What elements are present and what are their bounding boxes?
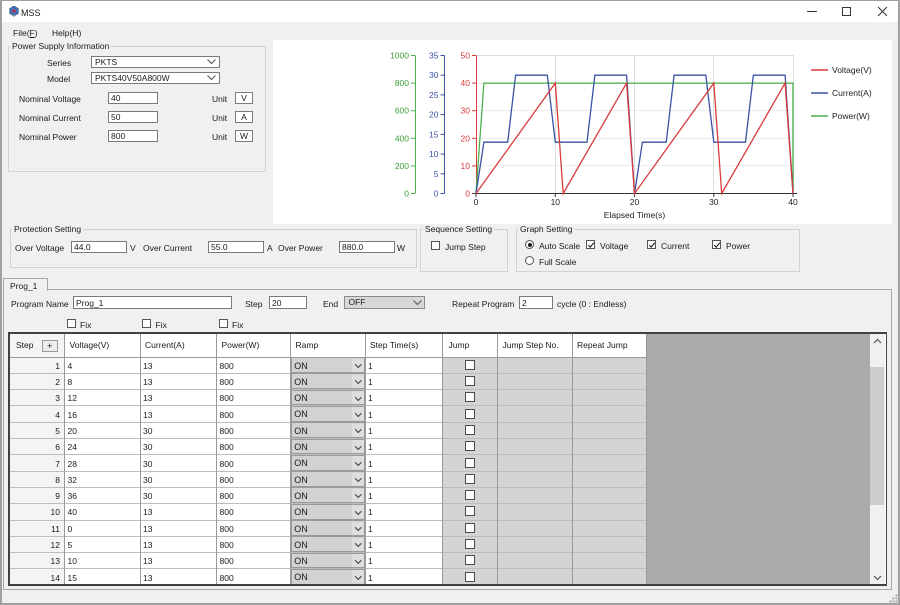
svg-text:0: 0 (434, 189, 439, 199)
svg-text:400: 400 (395, 133, 409, 143)
svg-text:Current(A): Current(A) (832, 88, 872, 98)
svg-text:20: 20 (461, 133, 471, 143)
svg-text:10: 10 (551, 197, 561, 207)
svg-text:30: 30 (709, 197, 719, 207)
svg-text:25: 25 (429, 90, 439, 100)
svg-text:40: 40 (788, 197, 798, 207)
svg-text:40: 40 (461, 78, 471, 88)
svg-text:0: 0 (465, 189, 470, 199)
svg-text:800: 800 (395, 78, 409, 88)
svg-text:1000: 1000 (390, 51, 409, 61)
svg-text:50: 50 (461, 51, 471, 61)
svg-text:600: 600 (395, 106, 409, 116)
svg-text:Elapsed Time(s): Elapsed Time(s) (604, 210, 666, 220)
svg-text:20: 20 (630, 197, 640, 207)
svg-text:10: 10 (461, 161, 471, 171)
svg-text:Voltage(V): Voltage(V) (832, 65, 872, 75)
svg-text:30: 30 (461, 106, 471, 116)
svg-text:200: 200 (395, 161, 409, 171)
svg-text:Power(W): Power(W) (832, 111, 870, 121)
svg-text:5: 5 (434, 169, 439, 179)
svg-text:15: 15 (429, 129, 439, 139)
svg-text:20: 20 (429, 110, 439, 120)
svg-text:0: 0 (404, 189, 409, 199)
svg-text:30: 30 (429, 70, 439, 80)
svg-text:10: 10 (429, 149, 439, 159)
svg-text:35: 35 (429, 51, 439, 61)
svg-text:0: 0 (474, 197, 479, 207)
